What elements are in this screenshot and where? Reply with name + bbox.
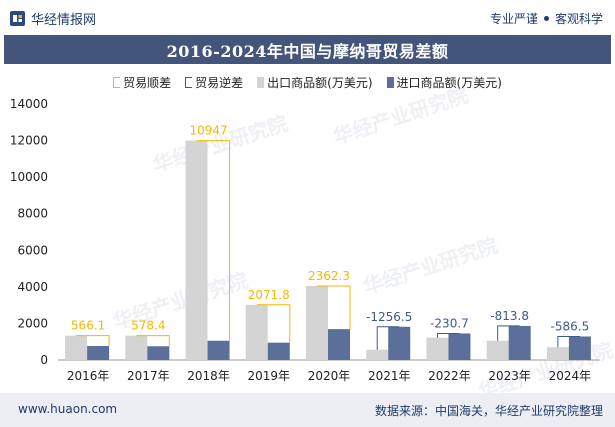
deficit-bracket [376,326,400,350]
data-source: 数据来源：中国海关，华经产业研究院整理 [374,404,603,418]
y-tick-label: 4000 [17,280,48,294]
export-bar [366,349,389,360]
y-tick-label: 0 [40,353,48,367]
slogan-tag-1: 专业严谨 [489,12,538,26]
x-tick-label: 2018年 [187,369,230,383]
export-bar [125,335,148,360]
import-bar [448,333,471,360]
title-bar: 2016-2024年中国与摩纳哥贸易差额 [4,35,611,64]
import-bar [207,340,230,360]
footer: www.huaon.com 数据来源：中国海关，华经产业研究院整理 [0,393,615,427]
import-bar [87,346,110,360]
export-bar [65,335,88,360]
y-tick-label: 12000 [10,134,48,148]
x-tick-label: 2023年 [488,369,531,383]
balance-value-label: 2071.8 [248,288,290,302]
balance-value-label: -1256.5 [366,310,412,324]
legend-label-surplus: 贸易顺差 [123,76,172,90]
legend-swatch-deficit [185,77,193,88]
legend-label-export: 出口商品额(万美元) [267,76,373,90]
brand-name: 华经情报网 [31,13,97,28]
balance-value-label: 10947 [189,124,227,138]
import-bar [388,326,411,360]
legend-item-import: 进口商品额(万美元) [386,74,502,91]
legend-label-deficit: 贸易逆差 [195,76,244,90]
y-tick-label: 10000 [10,170,48,184]
y-tick-label: 14000 [10,97,48,111]
y-tick-label: 2000 [17,316,48,330]
legend-item-deficit: 贸易逆差 [185,74,243,91]
export-bar [185,140,208,360]
legend-swatch-import [386,77,394,88]
x-tick-label: 2020年 [308,369,351,383]
import-bar [568,336,591,360]
export-bar [245,304,268,360]
legend-label-import: 进口商品额(万美元) [396,76,502,90]
balance-value-label: 566.1 [71,319,105,333]
export-bar [306,285,328,360]
deficit-bracket [557,335,580,348]
legend-swatch-export [257,77,265,88]
x-tick-label: 2019年 [248,369,291,383]
legend-item-export: 出口商品额(万美元) [257,74,373,91]
footer-url[interactable]: www.huaon.com [18,402,118,416]
export-bar [486,340,509,360]
balance-value-label: 578.4 [131,319,165,333]
balance-value-label: 2362.3 [308,269,350,283]
import-bar [328,329,350,360]
balance-value-label: -230.7 [430,316,469,330]
bullet-dot-icon [543,16,549,21]
y-tick-label: 8000 [17,207,48,221]
import-bar [508,325,531,360]
chart-title: 2016-2024年中国与摩纳哥贸易差额 [166,41,449,61]
export-bar [426,337,449,360]
x-tick-label: 2017年 [127,369,170,383]
surplus-bracket [196,140,231,341]
legend-swatch-surplus [113,77,121,88]
x-tick-label: 2021年 [368,369,411,383]
surplus-bracket [136,335,170,347]
top-bar: 华经情报网 专业严谨 客观科学 [0,0,615,35]
y-tick-label: 6000 [17,243,48,257]
brand[interactable]: 华经情报网 [10,9,96,28]
trade-balance-chart: 0 2000 4000 6000 8000 10000 12000 14000 566.1 201… [10,97,600,383]
balance-value-label: -586.5 [551,319,590,333]
legend-item-surplus: 贸易顺差 [113,74,171,91]
x-tick-label: 2024年 [549,369,592,383]
surplus-bracket [256,304,291,343]
surplus-bracket [76,335,110,347]
x-tick-label: 2022年 [428,369,471,383]
deficit-bracket [436,332,460,338]
chart-legend: 贸易顺差 贸易逆差 出口商品额(万美元) 进口商品额(万美元) [0,74,615,91]
import-bar [267,342,290,360]
slogan: 专业严谨 客观科学 [490,10,603,27]
deficit-bracket [497,325,520,341]
balance-value-label: -813.8 [490,309,529,323]
huajing-logo-icon [10,11,25,26]
import-bar [147,346,170,360]
export-bar [546,347,569,360]
surplus-bracket [317,285,351,330]
x-tick-label: 2016年 [67,369,110,383]
slogan-tag-2: 客观科学 [554,12,603,26]
